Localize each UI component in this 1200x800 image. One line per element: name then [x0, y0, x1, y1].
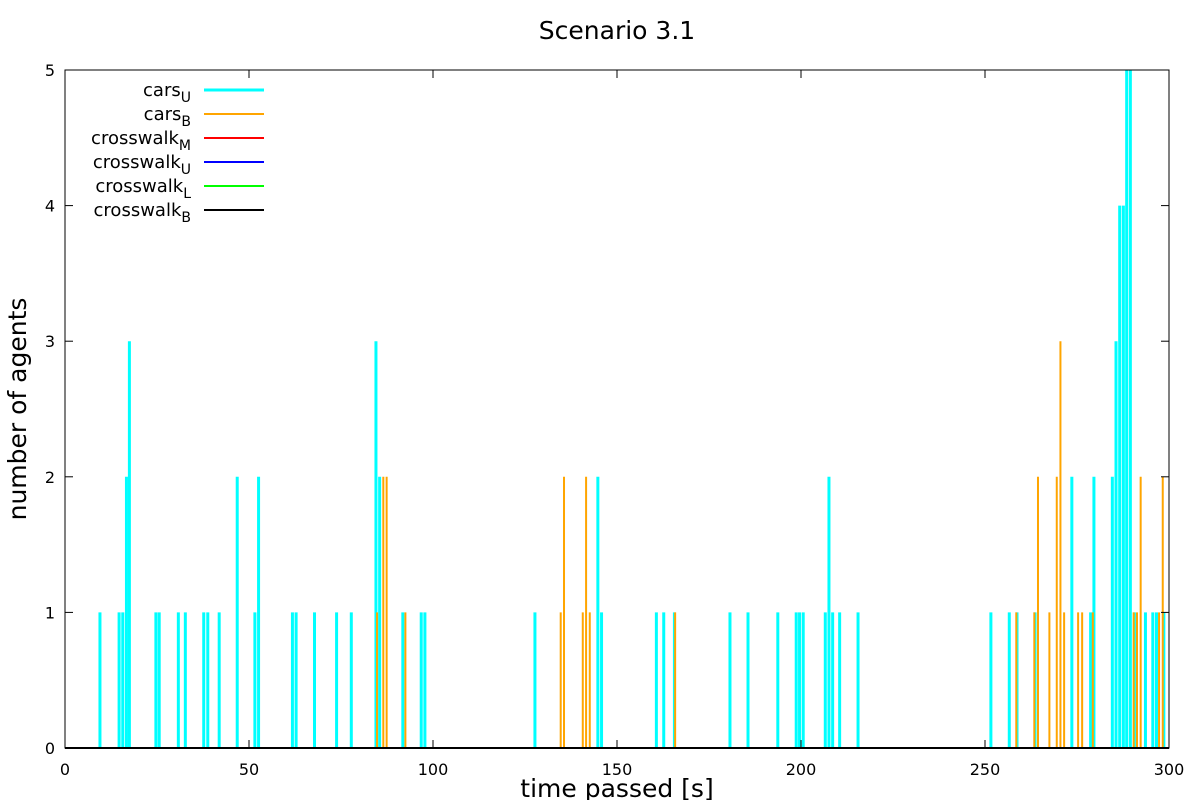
y-tick-label-5: 5: [45, 61, 55, 80]
y-tick-label-1: 1: [45, 603, 55, 622]
legend-label-crosswalk-L: crosswalkL: [95, 176, 191, 202]
plot-frame: [64, 69, 1170, 749]
chart-title: Scenario 3.1: [539, 16, 695, 45]
x-tick-label-6: 300: [1154, 760, 1185, 779]
legend: carsUcarsBcrosswalkMcrosswalkUcrosswalkL…: [91, 80, 264, 226]
x-axis-label: time passed [s]: [520, 774, 713, 800]
y-tick-label-4: 4: [45, 197, 55, 216]
legend-label-crosswalk-U: crosswalkU: [93, 152, 191, 178]
series-cars-U: [98, 70, 1166, 748]
x-tick-label-0: 0: [60, 760, 70, 779]
legend-label-crosswalk-B: crosswalkB: [94, 200, 191, 226]
y-tick-label-0: 0: [45, 739, 55, 758]
x-tick-label-2: 100: [418, 760, 449, 779]
x-tick-label-5: 250: [970, 760, 1001, 779]
legend-label-cars-U: carsU: [143, 80, 191, 106]
x-tick-label-4: 200: [786, 760, 817, 779]
y-tick-label-3: 3: [45, 332, 55, 351]
y-axis-label: number of agents: [3, 298, 32, 521]
bars-layer: [98, 70, 1166, 748]
x-tick-label-3: 150: [602, 760, 633, 779]
ticks-layer: 0 50 100 150 200 250 300 0 1 2 3 4 5: [45, 61, 1184, 779]
series-cars-B: [376, 341, 1164, 748]
legend-label-cars-B: carsB: [144, 104, 191, 130]
x-tick-label-1: 50: [239, 760, 259, 779]
y-tick-label-2: 2: [45, 468, 55, 487]
legend-label-crosswalk-M: crosswalkM: [91, 128, 191, 154]
